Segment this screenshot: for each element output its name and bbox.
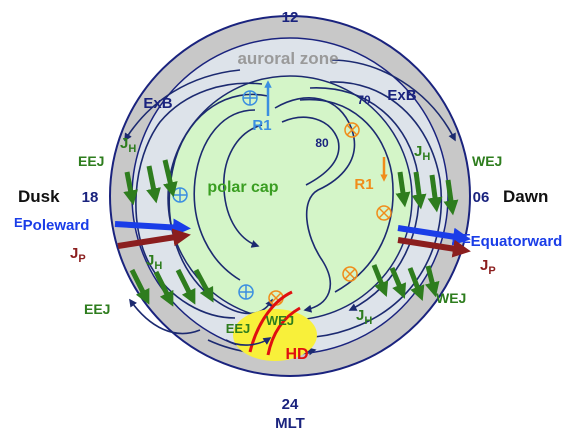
e-poleward-arrow	[114, 218, 191, 237]
eej-lower-label: EEJ	[84, 301, 110, 317]
mlt-18-label: 18	[82, 189, 99, 206]
polar-cap-label: polar cap	[207, 179, 278, 196]
mlt-12-label: 12	[282, 9, 299, 26]
jp-left-label: JP	[70, 245, 86, 265]
dawn-label: Dawn	[503, 187, 548, 206]
eej-center-label: EEJ	[226, 321, 251, 336]
dusk-label: Dusk	[18, 187, 60, 206]
hd-label: HD	[285, 346, 308, 363]
jp-right-arrow	[397, 237, 471, 258]
wej-upper-label: WEJ	[472, 153, 502, 169]
mlt-06-label: 06	[473, 189, 490, 206]
auroral-zone-label: auroral zone	[237, 49, 338, 68]
wej-lower-label: WEJ	[436, 290, 466, 306]
lat-70-label: 70	[357, 93, 371, 107]
r1-right-label: R1	[354, 176, 373, 193]
jh-lower-right-label: JH	[356, 307, 372, 327]
jp-left-arrow	[117, 228, 191, 249]
e-poleward-label: EPoleward	[14, 215, 89, 234]
jh-lower-left-label: JH	[146, 252, 162, 272]
r1-left-label: R1	[252, 117, 271, 134]
exb-right-label: ExB	[387, 87, 416, 104]
mlt-24-label: 24	[282, 396, 299, 413]
e-equatorward-arrow	[397, 225, 471, 246]
harang-discontinuity-line	[248, 290, 301, 356]
jh-upper-left-label: JH	[120, 135, 136, 155]
wej-center-label: WEJ	[266, 313, 294, 328]
jp-right-label: JP	[480, 257, 496, 277]
hall-current-arrows	[123, 159, 459, 307]
lat-80-label: 80	[315, 136, 329, 150]
jh-upper-right-label: JH	[414, 143, 430, 163]
eej-upper-label: EEJ	[78, 153, 104, 169]
harang-flow-line	[225, 337, 272, 346]
mlt-axis-label: MLT	[275, 415, 305, 432]
e-equatorward-label: EEquatorward	[462, 231, 562, 250]
exb-left-label: ExB	[143, 95, 172, 112]
